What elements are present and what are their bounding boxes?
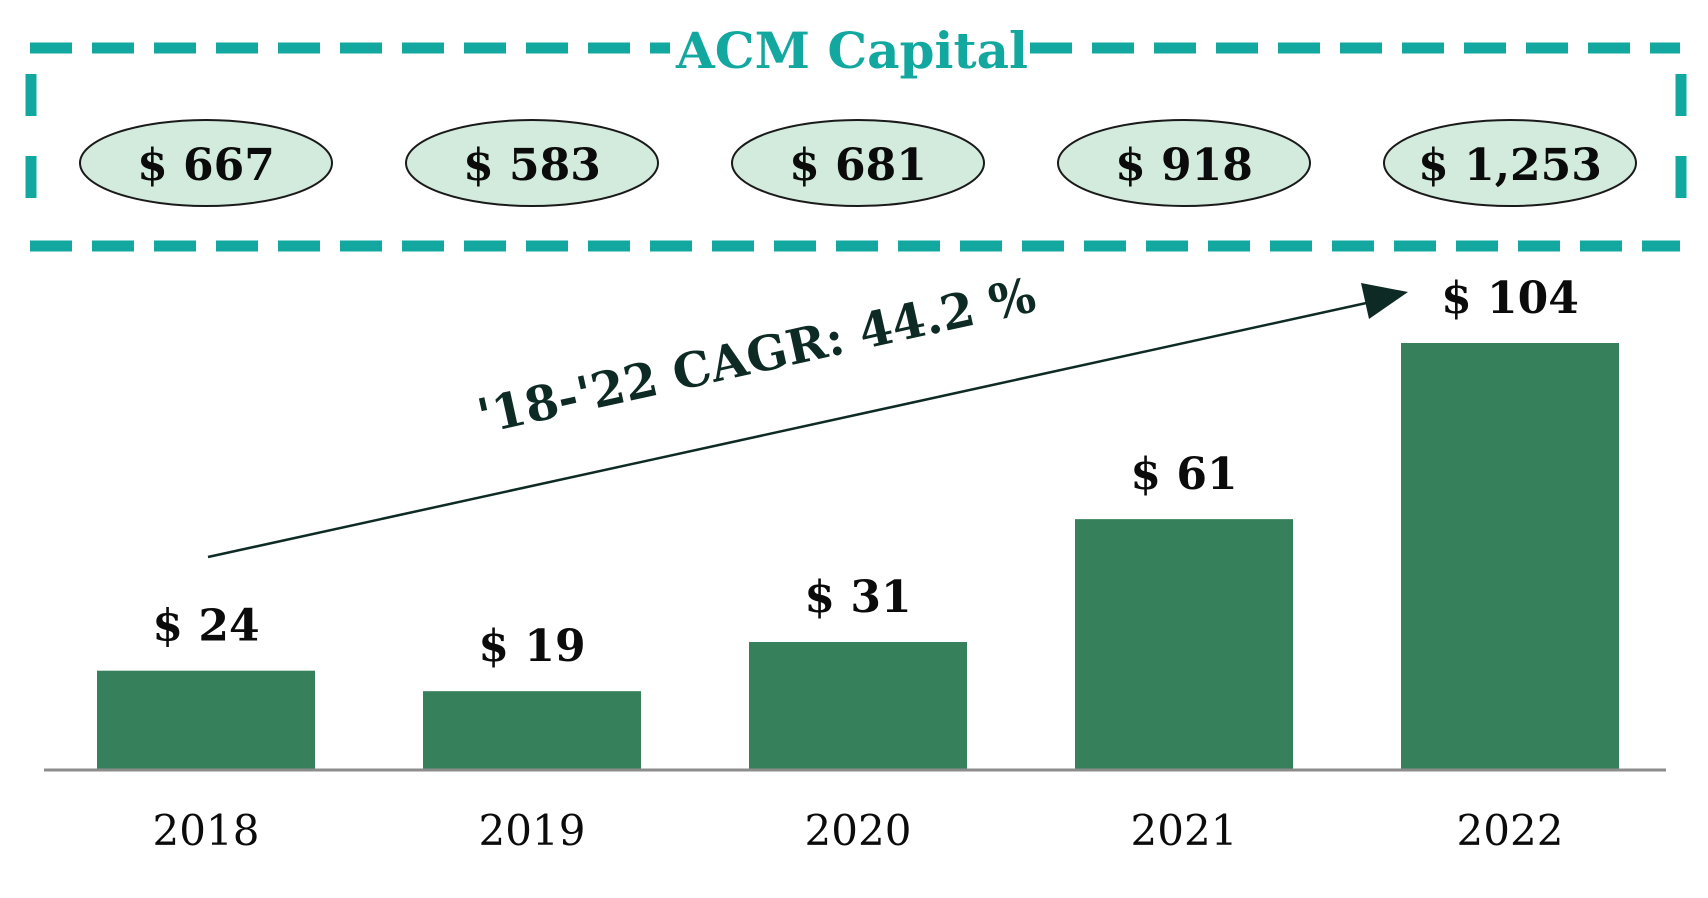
bar-2020: [749, 642, 967, 769]
bar-2019: [423, 691, 641, 769]
cagr-arrowhead: [1361, 283, 1408, 319]
x-tick-label: 2020: [805, 806, 912, 855]
bar-series: $ 24 2018 $ 19 2019 $ 31 2020 $ 61 2021 $ 104 202…: [97, 273, 1619, 855]
badge-ellipse: [405, 119, 659, 207]
badge-value: $ 1,253: [1418, 140, 1602, 191]
badge-value: $ 583: [463, 140, 601, 191]
x-tick-label: 2019: [479, 806, 586, 855]
cagr-arrow-line: [207, 298, 1381, 559]
bar-value-label: $ 104: [1441, 273, 1579, 324]
cagr-label: '18-'22 CAGR: 44.2 %: [472, 267, 1040, 445]
badge-value: $ 667: [137, 140, 275, 191]
bar-2021: [1075, 519, 1293, 769]
x-tick-label: 2022: [1457, 806, 1564, 855]
badge-row: $ 667 $ 583 $ 681 $ 918 $ 1,253: [79, 119, 1637, 207]
badge-ellipse: [1057, 119, 1311, 207]
bar-2018: [97, 670, 315, 769]
header-title: ACM Capital: [675, 21, 1028, 80]
badge-ellipse: [731, 119, 985, 207]
badge-value: $ 681: [789, 140, 927, 191]
badge-ellipse: [1383, 119, 1637, 207]
badge-value: $ 918: [1115, 140, 1253, 191]
x-tick-label: 2021: [1131, 806, 1238, 855]
x-tick-label: 2018: [153, 806, 260, 855]
bar-value-label: $ 61: [1130, 449, 1237, 500]
bar-2022: [1401, 343, 1619, 769]
cagr-arrow: [207, 283, 1408, 559]
bar-value-label: $ 24: [152, 601, 259, 652]
bar-value-label: $ 19: [478, 621, 585, 672]
header-box: ACM Capital: [25, 21, 1687, 252]
badge-ellipse: [79, 119, 333, 207]
bar-value-label: $ 31: [804, 572, 911, 623]
